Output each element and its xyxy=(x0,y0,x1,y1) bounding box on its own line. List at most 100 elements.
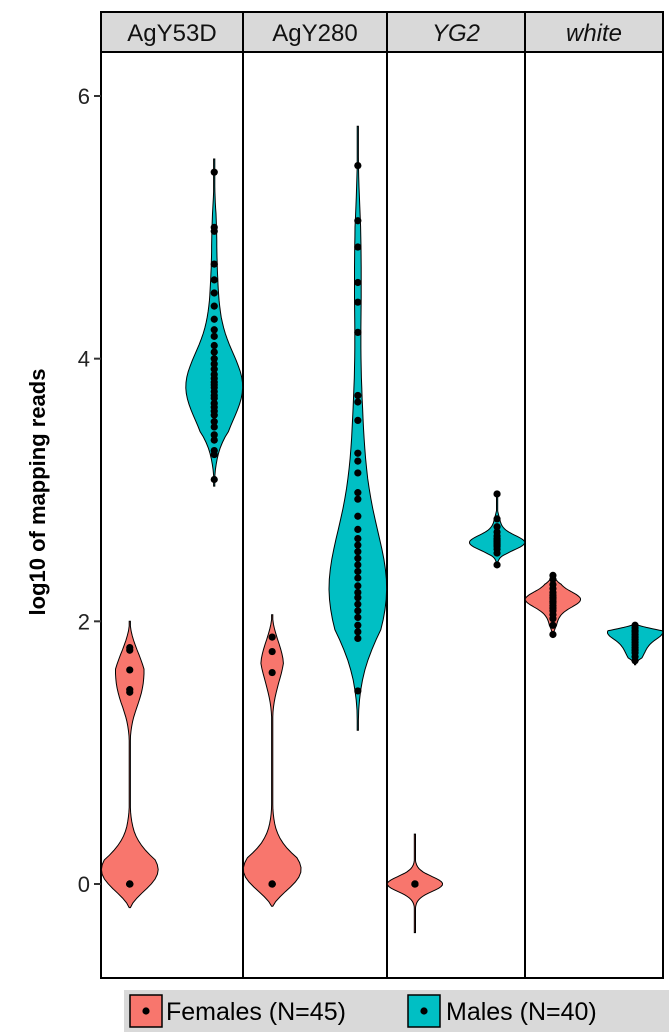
data-point-agy280-males xyxy=(354,541,362,549)
data-point-agy280-males xyxy=(354,391,362,400)
facet-label-agy53d: AgY53D xyxy=(127,20,216,47)
legend-background xyxy=(124,990,669,1032)
y-axis-title: log10 of mapping reads xyxy=(25,369,50,616)
data-point-agy280-males xyxy=(354,567,362,576)
data-point-agy280-males xyxy=(354,582,362,590)
facet-frame-white xyxy=(524,51,664,979)
data-point-agy53d-males xyxy=(210,399,218,407)
data-point-agy280-males xyxy=(354,561,362,569)
y-tick-label-0: 0 xyxy=(78,872,90,897)
data-point-agy280-males xyxy=(354,634,362,643)
data-point-agy53d-females xyxy=(126,666,134,674)
data-point-agy280-males xyxy=(354,449,362,457)
data-point-agy53d-males xyxy=(210,418,218,426)
data-point-agy280-males xyxy=(354,607,362,615)
data-point-agy280-males xyxy=(354,534,362,543)
facet-panel-agy53d: AgY53D xyxy=(100,11,244,979)
data-point-white-males xyxy=(631,621,639,629)
facet-panel-agy280: AgY280 xyxy=(242,11,388,979)
data-point-agy280-males xyxy=(354,457,362,465)
data-point-agy53d-males xyxy=(210,365,218,373)
facet-label-agy280: AgY280 xyxy=(272,20,357,47)
data-point-agy280-males xyxy=(354,495,362,503)
data-point-white-females xyxy=(549,621,557,629)
data-point-agy280-males xyxy=(354,489,362,497)
data-point-agy280-females xyxy=(268,880,276,888)
legend-item-females: Females (N=45) xyxy=(129,994,346,1028)
data-point-agy53d-males xyxy=(210,168,218,176)
data-point-yg2-males xyxy=(493,561,501,569)
legend-dot-males xyxy=(420,1007,428,1015)
data-point-agy280-males xyxy=(354,512,362,520)
data-point-yg2-males xyxy=(493,515,501,523)
data-point-agy280-females xyxy=(268,633,276,641)
violin-group-agy280-females xyxy=(242,614,302,907)
legend-item-males: Males (N=40) xyxy=(407,994,597,1028)
data-point-agy53d-males xyxy=(210,423,218,431)
data-point-agy53d-males xyxy=(210,431,218,439)
data-point-agy280-males xyxy=(354,628,362,636)
data-point-agy53d-males xyxy=(210,223,218,231)
data-point-agy53d-males xyxy=(210,348,218,356)
y-tick-label-2: 2 xyxy=(78,609,90,634)
violin-group-agy53d-males xyxy=(185,158,244,487)
data-point-agy280-males xyxy=(354,525,362,534)
data-point-agy280-males xyxy=(354,278,362,287)
data-point-agy280-males xyxy=(354,398,362,406)
violin-agy280-males xyxy=(328,125,388,731)
data-point-agy53d-females xyxy=(126,686,134,694)
data-point-agy53d-males xyxy=(210,447,218,455)
violin-group-yg2-females xyxy=(386,833,444,934)
data-point-agy280-males xyxy=(354,243,362,251)
facet-strip-agy53d xyxy=(100,11,244,53)
violin-group-agy53d-females xyxy=(100,620,159,909)
data-point-agy280-males xyxy=(354,469,362,477)
data-point-agy53d-males xyxy=(210,475,218,484)
data-point-agy53d-males xyxy=(210,276,218,284)
violin-group-yg2-males xyxy=(468,490,526,569)
legend-label-females: Females (N=45) xyxy=(166,998,346,1026)
data-point-agy53d-males xyxy=(210,332,218,340)
data-point-agy280-males xyxy=(354,621,362,629)
data-point-agy53d-males xyxy=(210,302,218,310)
violin-group-agy280-males xyxy=(328,125,388,731)
facet-frame-agy53d xyxy=(100,51,244,979)
y-tick-label-6: 6 xyxy=(78,84,90,109)
violin-group-white-females xyxy=(524,571,581,639)
data-point-agy280-females xyxy=(268,668,276,677)
data-point-yg2-males xyxy=(493,490,501,498)
data-point-agy280-males xyxy=(354,217,362,225)
violin-group-white-males xyxy=(607,621,664,666)
data-point-agy280-males xyxy=(354,613,362,621)
data-point-agy53d-males xyxy=(210,315,218,323)
data-point-agy53d-males xyxy=(210,341,218,350)
facet-panel-yg2: YG2 xyxy=(386,11,526,979)
data-point-agy53d-males xyxy=(210,326,218,334)
violin-agy280-females xyxy=(242,614,302,907)
data-point-agy53d-males xyxy=(210,360,218,368)
data-point-agy280-males xyxy=(354,600,362,608)
data-point-agy53d-males xyxy=(210,370,218,379)
violin-agy53d-females xyxy=(100,620,159,909)
data-point-agy280-males xyxy=(354,594,362,602)
data-point-agy53d-males xyxy=(210,289,218,297)
data-point-agy53d-females xyxy=(126,880,134,888)
data-point-agy280-males xyxy=(354,687,362,695)
legend-swatch-females xyxy=(129,994,163,1028)
facet-label-yg2: YG2 xyxy=(432,20,480,47)
data-point-yg2-females xyxy=(411,880,419,888)
data-point-white-females xyxy=(549,580,557,589)
data-point-white-females xyxy=(549,630,557,639)
facet-label-white: white xyxy=(566,20,622,47)
data-point-agy280-males xyxy=(354,162,362,170)
data-point-agy280-males xyxy=(354,554,362,562)
data-point-agy280-males xyxy=(354,588,362,597)
data-point-yg2-males xyxy=(493,528,501,536)
facet-panel-white: white xyxy=(524,11,664,979)
data-point-white-females xyxy=(549,571,557,579)
data-point-agy280-males xyxy=(354,328,362,336)
data-point-agy280-males xyxy=(354,548,362,556)
data-point-agy53d-males xyxy=(210,355,218,363)
data-point-agy280-males xyxy=(354,298,362,306)
